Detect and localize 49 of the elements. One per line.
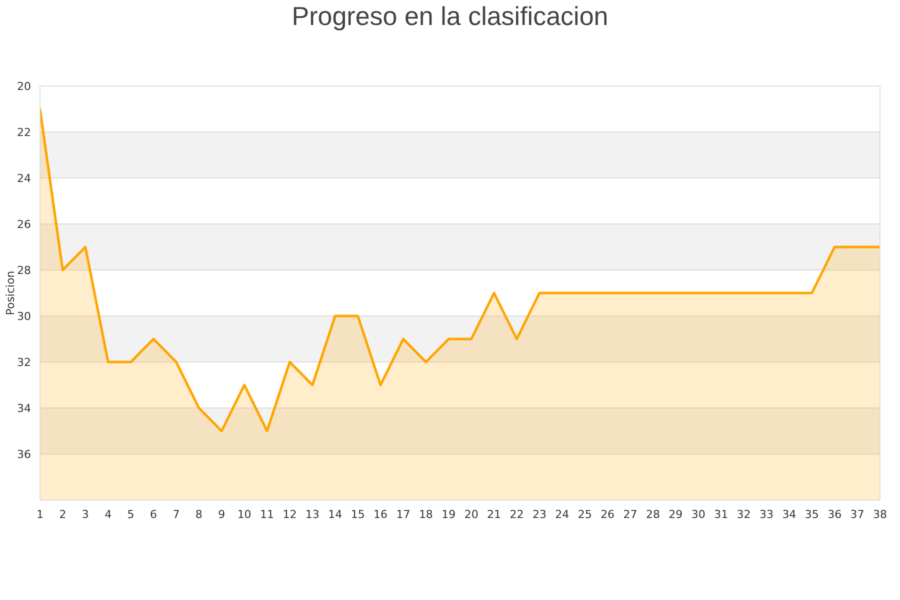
x-tick-label: 3 [82,508,89,521]
x-tick-label: 25 [578,508,592,521]
x-tick-label: 1 [36,508,44,521]
x-tick-label: 14 [328,508,342,521]
x-tick-label: 35 [804,508,819,521]
x-tick-label: 26 [600,508,615,521]
x-tick-label: 17 [396,508,410,521]
y-tick-label: 28 [17,264,31,277]
x-tick-label: 8 [195,508,202,521]
x-tick-label: 27 [623,508,638,521]
x-tick-label: 23 [532,508,546,521]
x-tick-label: 32 [736,508,751,521]
x-tick-label: 18 [418,508,433,521]
x-tick-label: 4 [104,508,112,521]
x-tick-label: 22 [510,508,524,521]
x-tick-label: 10 [237,508,252,521]
x-tick-label: 30 [691,508,706,521]
y-tick-label: 30 [17,310,31,323]
y-axis-title: Posicion [4,270,17,316]
x-tick-label: 15 [350,508,365,521]
x-tick-label: 38 [873,508,887,521]
x-tick-label: 28 [646,508,660,521]
y-tick-label: 34 [17,402,31,415]
x-tick-label: 12 [282,508,297,521]
x-tick-label: 31 [714,508,728,521]
y-tick-label: 32 [17,356,31,369]
x-tick-label: 36 [828,508,842,521]
x-tick-label: 21 [487,508,502,521]
x-tick-label: 6 [150,508,158,521]
y-tick-label: 26 [17,218,31,231]
chart-title: Progreso en la clasificacion [292,1,608,31]
x-tick-label: 2 [59,508,66,521]
x-tick-label: 19 [442,508,456,521]
x-tick-label: 13 [305,508,320,521]
y-tick-label: 36 [17,448,31,461]
x-tick-label: 29 [668,508,683,521]
x-tick-label: 24 [555,508,570,521]
y-tick-label: 20 [17,80,31,93]
x-tick-label: 5 [127,508,134,521]
x-tick-label: 11 [260,508,274,521]
x-tick-label: 16 [374,508,388,521]
x-tick-label: 20 [464,508,478,521]
x-tick-label: 33 [759,508,774,521]
y-tick-label: 22 [17,126,31,139]
y-tick-label: 24 [17,172,31,185]
x-tick-label: 9 [218,508,226,521]
x-tick-label: 37 [850,508,864,521]
x-tick-label: 7 [172,508,180,521]
x-tick-label: 34 [782,508,796,521]
